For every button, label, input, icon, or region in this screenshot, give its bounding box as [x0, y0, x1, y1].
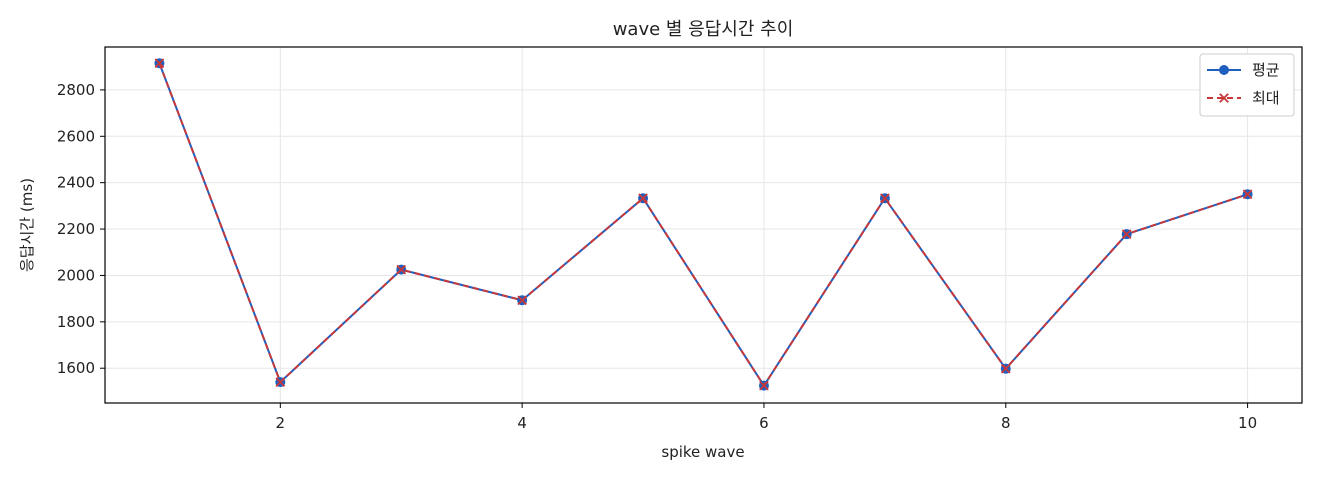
series-2-point	[275, 377, 286, 387]
y-tick-label: 2600	[57, 127, 95, 145]
series-2-point	[1000, 363, 1011, 374]
series-2-line	[158, 62, 1248, 387]
series-2-point	[759, 380, 769, 391]
chart-title: wave 별 응답시간 추이	[613, 19, 794, 40]
y-tick-label: 1800	[57, 313, 95, 331]
series-1	[154, 58, 1253, 391]
series-2-point	[880, 193, 890, 204]
legend-marker	[1219, 93, 1229, 103]
legend-frame	[1199, 53, 1295, 117]
y-tick-label: 1600	[57, 359, 95, 377]
y-axis-label: 응답시간 (ms)	[18, 178, 36, 272]
legend-label: 평균	[1252, 61, 1280, 79]
series-2	[154, 58, 1253, 391]
series-2-point	[517, 295, 527, 306]
y-tick-label: 2200	[57, 220, 95, 238]
legend-item-series-1: 평균	[1207, 61, 1280, 79]
series-layer	[154, 58, 1253, 391]
grid	[105, 47, 1302, 403]
series-1-line	[158, 62, 1248, 387]
legend-item-series-2: 최대	[1207, 89, 1280, 107]
series-2-point	[638, 193, 648, 204]
series-2-point	[1121, 229, 1132, 239]
x-tick-label: 8	[1001, 414, 1011, 432]
series-2-point	[1242, 189, 1253, 200]
ticks: 2 4 6 8 10 1600 1800 2000 2200 2400 2600 2800	[57, 81, 1257, 432]
plot-frame	[104, 46, 1303, 404]
x-tick-label: 6	[759, 414, 769, 432]
legend-marker	[1219, 65, 1229, 75]
series-2-point	[396, 264, 407, 275]
series-2-point	[154, 58, 165, 69]
y-tick-label: 2000	[57, 266, 95, 284]
x-tick-label: 2	[276, 414, 286, 432]
legend-label: 최대	[1252, 89, 1280, 107]
y-tick-label: 2800	[57, 81, 95, 99]
x-axis-label: spike wave	[661, 443, 744, 461]
x-tick-label: 4	[517, 414, 527, 432]
x-tick-label: 10	[1238, 414, 1257, 432]
y-tick-label: 2400	[57, 174, 95, 192]
